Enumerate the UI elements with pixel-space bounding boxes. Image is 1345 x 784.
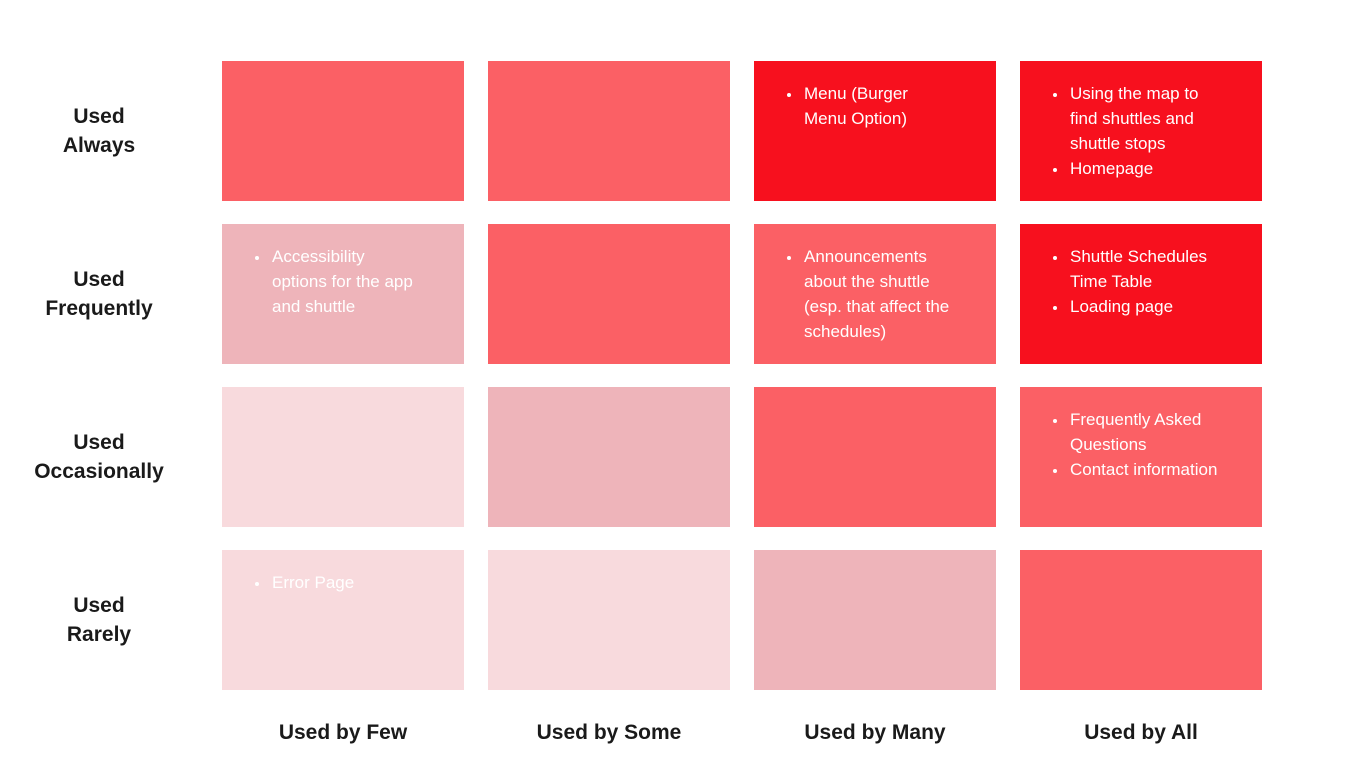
row-label-line: Occasionally bbox=[34, 460, 164, 483]
cell-item: Frequently Asked Questions bbox=[1068, 407, 1220, 457]
matrix-cell-used-frequently-used-by-few: Accessibility options for the app and sh… bbox=[222, 224, 464, 364]
row-label-line: Used bbox=[73, 105, 125, 128]
cell-item: Using the map to find shuttles and shutt… bbox=[1068, 81, 1220, 156]
cell-item: Loading page bbox=[1068, 294, 1220, 319]
matrix-cell-used-occasionally-used-by-few bbox=[222, 387, 464, 527]
cell-item-list: Menu (Burger Menu Option) bbox=[784, 81, 954, 131]
row-label-used-rarely: Used Rarely bbox=[0, 550, 198, 690]
cell-item: Menu (Burger Menu Option) bbox=[802, 81, 954, 131]
matrix-cell-used-always-used-by-few bbox=[222, 61, 464, 201]
row-label-line: Always bbox=[62, 134, 136, 157]
matrix-cell-used-always-used-by-all: Using the map to find shuttles and shutt… bbox=[1020, 61, 1262, 201]
matrix-cell-used-frequently-used-by-many: Announcements about the shuttle (esp. th… bbox=[754, 224, 996, 364]
matrix-grid: Used Always Menu (Burger Menu Option) Using… bbox=[0, 61, 1262, 769]
matrix-cell-used-frequently-used-by-all: Shuttle Schedules Time TableLoading page bbox=[1020, 224, 1262, 364]
row-label-line: Used bbox=[73, 268, 125, 291]
matrix-cell-used-always-used-by-some bbox=[488, 61, 730, 201]
cell-item-list: Accessibility options for the app and sh… bbox=[252, 244, 422, 319]
cell-item: Contact information bbox=[1068, 457, 1220, 482]
cell-item: Announcements about the shuttle (esp. th… bbox=[802, 244, 954, 344]
row-label-line: Frequently bbox=[45, 297, 153, 320]
matrix-cell-used-rarely-used-by-some bbox=[488, 550, 730, 690]
column-label-used-by-few: Used by Few bbox=[278, 721, 408, 744]
row-label-used-always: Used Always bbox=[0, 61, 198, 201]
matrix-cell-used-rarely-used-by-few: Error Page bbox=[222, 550, 464, 690]
cell-item: Error Page bbox=[270, 570, 422, 595]
matrix-cell-used-rarely-used-by-many bbox=[754, 550, 996, 690]
matrix-cell-used-occasionally-used-by-many bbox=[754, 387, 996, 527]
row-label-line: Used bbox=[73, 431, 125, 454]
cell-item: Shuttle Schedules Time Table bbox=[1068, 244, 1220, 294]
column-label-used-by-some: Used by Some bbox=[536, 721, 682, 744]
cell-item: Homepage bbox=[1068, 156, 1220, 181]
cell-item: Accessibility options for the app and sh… bbox=[270, 244, 422, 319]
matrix-cell-used-frequently-used-by-some bbox=[488, 224, 730, 364]
cell-item-list: Using the map to find shuttles and shutt… bbox=[1050, 81, 1220, 181]
matrix-cell-used-always-used-by-many: Menu (Burger Menu Option) bbox=[754, 61, 996, 201]
corner-spacer bbox=[0, 713, 198, 769]
cell-item-list: Frequently Asked QuestionsContact inform… bbox=[1050, 407, 1220, 482]
row-label-line: Rarely bbox=[66, 623, 132, 646]
matrix-cell-used-occasionally-used-by-some bbox=[488, 387, 730, 527]
row-label-used-frequently: Used Frequently bbox=[0, 224, 198, 364]
column-label-used-by-all: Used by All bbox=[1084, 721, 1198, 744]
matrix-cell-used-rarely-used-by-all bbox=[1020, 550, 1262, 690]
cell-item-list: Shuttle Schedules Time TableLoading page bbox=[1050, 244, 1220, 319]
matrix-cell-used-occasionally-used-by-all: Frequently Asked QuestionsContact inform… bbox=[1020, 387, 1262, 527]
cell-item-list: Error Page bbox=[252, 570, 422, 595]
row-label-used-occasionally: Used Occasionally bbox=[0, 387, 198, 527]
cell-item-list: Announcements about the shuttle (esp. th… bbox=[784, 244, 954, 344]
column-label-used-by-many: Used by Many bbox=[804, 721, 946, 744]
row-label-line: Used bbox=[73, 594, 125, 617]
